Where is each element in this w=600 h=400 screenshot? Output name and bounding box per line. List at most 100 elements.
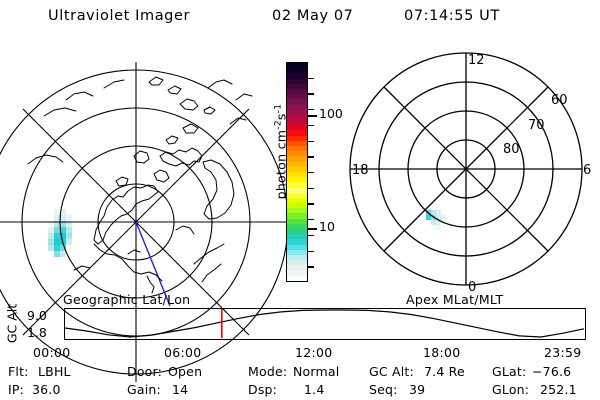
colorbar-segment	[287, 275, 307, 281]
colorbar-minor-tick	[308, 219, 314, 221]
colorbar-minor-tick	[308, 77, 314, 79]
colorbar-segment	[287, 125, 307, 131]
colorbar-segment	[287, 104, 307, 110]
colorbar-segment	[287, 208, 307, 214]
colorbar-gradient	[286, 62, 308, 282]
colorbar-tick-label-100: 100	[319, 106, 343, 121]
status-flt-label: Flt:	[8, 364, 29, 379]
colorbar-segment	[287, 109, 307, 115]
colorbar-segment	[287, 140, 307, 146]
status-glon-value: 252.1	[540, 382, 577, 397]
mlat-label-80: 80	[503, 142, 520, 157]
colorbar-segment	[287, 234, 307, 240]
coastline-outlines	[27, 76, 253, 294]
status-dsp-label: Dsp:	[248, 382, 278, 397]
status-gain-label: Gain:	[127, 382, 161, 397]
status-gain-value: 14	[172, 382, 189, 397]
status-door-value: Open	[168, 364, 203, 379]
colorbar-segment	[287, 114, 307, 121]
colorbar-segment	[287, 260, 307, 266]
colorbar-segment	[287, 151, 307, 157]
header-bar: Ultraviolet Imager 02 May 07 07:14:55 UT	[0, 6, 600, 30]
apex-mlat-mlt-dial: 12 6 0 18 60 70 80	[338, 42, 594, 296]
mlt-dial-contents: 12 6 0 18 60 70 80	[349, 52, 591, 295]
status-gcalt-value: 7.4 Re	[424, 364, 465, 379]
mlt-label-0: 0	[468, 280, 476, 295]
colorbar-segment	[287, 229, 307, 235]
colorbar-tick-marks: 100 10	[308, 62, 343, 282]
status-mode-value: Normal	[293, 364, 340, 379]
colorbar-minor-tick	[308, 140, 314, 142]
mlat-label-70: 70	[528, 118, 545, 133]
colorbar-segment	[287, 244, 307, 250]
aurora-emission-patch	[48, 209, 72, 257]
observation-date: 02 May 07	[272, 8, 354, 24]
status-seq-value: 39	[409, 382, 426, 397]
status-seq-label: Seq:	[369, 382, 398, 397]
colorbar-segment	[287, 182, 307, 188]
colorbar-segment	[287, 156, 307, 162]
colorbar-minor-tick	[308, 172, 314, 174]
status-ip-value: 36.0	[32, 382, 61, 397]
geographic-polar-map	[0, 44, 296, 382]
intensity-colorbar: photon cm-2s-1 100 10	[262, 48, 343, 296]
colorbar-segment	[287, 94, 307, 100]
colorbar-segment	[287, 213, 307, 219]
colorbar-segment	[287, 239, 307, 245]
colorbar-segment	[287, 68, 307, 74]
colorbar-minor-tick	[308, 156, 314, 158]
time-tick-1: 06:00	[164, 345, 202, 360]
time-tick-2: 12:00	[295, 345, 333, 360]
colorbar-minor-tick	[308, 234, 314, 237]
colorbar-segment	[287, 192, 307, 198]
colorbar-segment	[287, 146, 307, 152]
time-tick-0: 00:00	[33, 345, 71, 360]
status-gcalt-label: GC Alt:	[369, 364, 414, 379]
colorbar-segment	[287, 171, 307, 178]
colorbar-segment	[287, 83, 307, 89]
colorbar-segment	[287, 254, 307, 261]
colorbar-minor-tick	[308, 203, 314, 205]
colorbar-minor-tick	[308, 109, 314, 111]
status-bar: Flt: LBHL Door: Open Mode: Normal GC Alt…	[0, 364, 600, 400]
mlt-label-12: 12	[468, 53, 485, 68]
mlt-label-6: 6	[583, 163, 591, 178]
status-glat-label: GLat:	[492, 364, 527, 379]
colorbar-segment	[287, 99, 307, 105]
altitude-tick-low: 1.8	[27, 325, 47, 340]
mlat-label-60: 60	[551, 93, 568, 108]
status-glat-value: −76.6	[532, 364, 572, 379]
colorbar-segment	[287, 249, 307, 255]
colorbar-segment	[287, 270, 307, 276]
status-mode-label: Mode:	[248, 364, 288, 379]
colorbar-segment	[287, 73, 307, 79]
colorbar-segment	[287, 177, 307, 183]
status-ip-label: IP:	[8, 382, 25, 397]
colorbar-segment	[287, 218, 307, 224]
colorbar-segment	[287, 203, 307, 209]
status-dsp-value: 1.4	[304, 382, 325, 397]
status-door-label: Door:	[127, 364, 163, 379]
colorbar-segment	[287, 187, 307, 193]
colorbar-minor-tick	[308, 266, 314, 268]
time-axis: 00:00 06:00 12:00 18:00 23:59	[0, 345, 600, 363]
mlt-label-18: 18	[352, 163, 369, 178]
time-tick-4: 23:59	[544, 345, 582, 360]
colorbar-minor-tick	[308, 187, 314, 189]
time-tick-3: 18:00	[423, 345, 461, 360]
colorbar-segment	[287, 166, 307, 172]
colorbar-segment	[287, 161, 307, 167]
colorbar-segment	[287, 197, 307, 204]
altitude-curve	[64, 309, 585, 338]
colorbar-segment	[287, 265, 307, 271]
colorbar-tick-label-10: 10	[319, 219, 335, 234]
geographic-panel-caption: Geographic Lat/Lon	[63, 292, 191, 307]
status-glon-label: GLon:	[492, 382, 530, 397]
altitude-axis-label: GC Alt	[4, 303, 20, 344]
colorbar-minor-tick	[308, 250, 314, 252]
mlt-spokes	[350, 53, 582, 285]
colorbar-segment	[287, 130, 307, 136]
altitude-tick-high: 9.0	[27, 308, 47, 323]
colorbar-segment	[287, 223, 307, 229]
